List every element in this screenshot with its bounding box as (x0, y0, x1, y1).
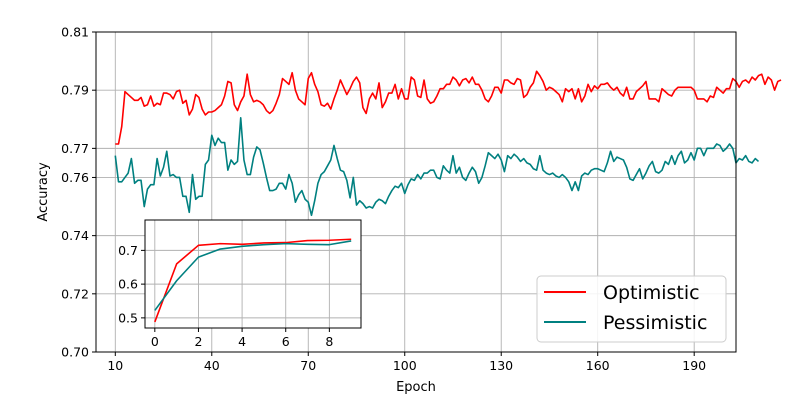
y-axis-label: Accuracy (36, 162, 51, 222)
main-x-tick-label: 40 (204, 358, 220, 373)
inset-x-tick-label: 4 (238, 334, 246, 349)
main-y-tick-label: 0.70 (61, 345, 89, 360)
legend-label-pessimistic: Pessimistic (603, 312, 707, 334)
inset-frame (144, 219, 362, 329)
main-x-tick-label: 190 (682, 358, 706, 373)
main-x-tick-label: 100 (393, 358, 417, 373)
main-ticks: 10 40 70 100 130 160 1900.700.720.740.760.770.… (61, 25, 706, 374)
main-y-tick-label: 0.76 (61, 170, 89, 185)
inset-y-tick-label: 0.6 (118, 277, 138, 292)
inset-x-tick-label: 0 (151, 334, 159, 349)
main-plot-frame (95, 31, 737, 353)
main-y-tick-label: 0.74 (61, 228, 89, 243)
main-y-tick-label: 0.77 (61, 141, 89, 156)
legend: Optimistic Pessimistic (536, 275, 727, 343)
main-series-line-pessimistic (114, 117, 760, 217)
main-x-tick-label: 160 (586, 358, 610, 373)
inset-y-tick-label: 0.5 (118, 310, 138, 325)
inset-plot: 0 2 4 6 8 0.5 0.6 0.7 (118, 219, 362, 349)
legend-label-optimistic: Optimistic (603, 282, 700, 304)
inset-grid (145, 220, 361, 328)
inset-lines (154, 238, 352, 323)
inset-background (145, 220, 361, 328)
inset-ticks: 0 2 4 6 8 0.5 0.6 0.7 (118, 243, 333, 349)
inset-series-line-optimistic (154, 238, 352, 323)
main-y-tick-label: 0.72 (61, 286, 89, 301)
main-plot: 10 40 70 100 130 160 1900.700.720.740.760.770.… (36, 25, 782, 395)
main-series-line-optimistic (115, 70, 782, 145)
main-x-tick-label: 10 (107, 358, 123, 373)
inset-x-tick-label: 6 (282, 334, 290, 349)
inset-y-tick-label: 0.7 (118, 243, 138, 258)
main-x-tick-label: 70 (300, 358, 316, 373)
main-y-tick-label: 0.81 (61, 25, 89, 40)
inset-x-tick-label: 8 (325, 334, 333, 349)
main-lines (114, 70, 782, 217)
inset-series-line-pessimistic (154, 240, 352, 311)
main-y-tick-label: 0.79 (61, 83, 89, 98)
inset-x-tick-label: 2 (194, 334, 202, 349)
x-axis-label: Epoch (396, 380, 436, 395)
main-x-tick-label: 130 (489, 358, 513, 373)
